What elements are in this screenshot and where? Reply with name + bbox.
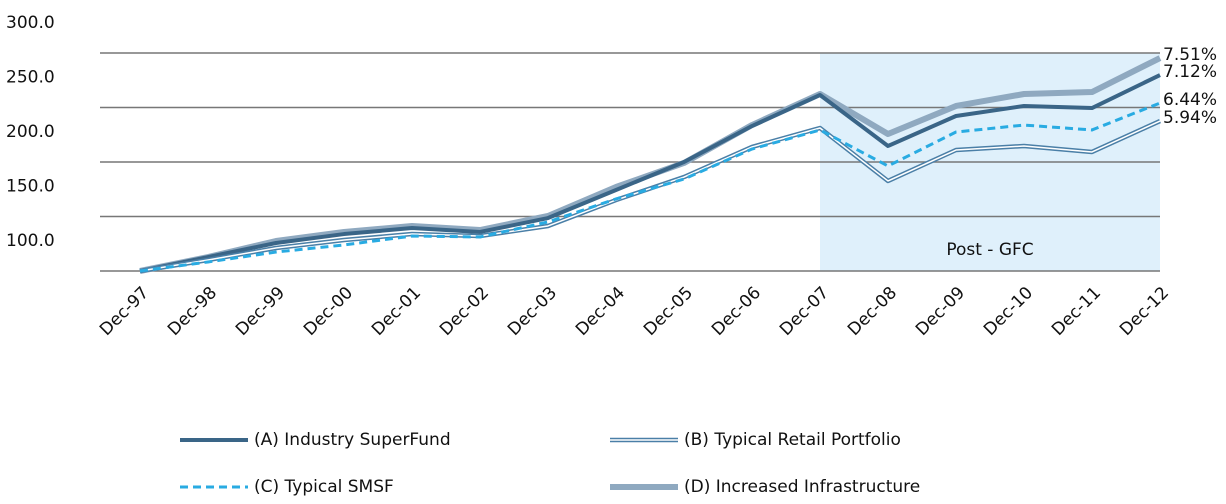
series-line [139,73,1161,273]
legend-label: (C) Typical SMSF [254,477,394,497]
x-tick-label: Dec-10 [980,283,1037,340]
legend-label: (D) Increased Infrastructure [684,477,920,497]
y-tick-label: 100.0 [6,231,55,251]
x-tick-label: Dec-03 [504,283,561,340]
x-tick-label: Dec-06 [708,283,765,340]
y-tick-label: 250.0 [6,68,55,88]
legend-label: (B) Typical Retail Portfolio [684,430,901,450]
y-tick-label: 150.0 [6,177,55,197]
end-label: 6.44% [1163,90,1217,110]
x-tick-label: Dec-99 [232,283,289,340]
x-tick-label: Dec-98 [164,283,221,340]
x-tick-label: Dec-97 [96,283,153,340]
y-tick-label: 300.0 [6,13,55,33]
series-line [139,101,1161,273]
x-tick-label: Dec-08 [844,283,901,340]
x-tick-label: Dec-11 [1048,283,1105,340]
end-label: 5.94% [1163,108,1217,128]
end-label: 7.51% [1163,45,1217,65]
legend-label: (A) Industry SuperFund [254,430,451,450]
x-tick-label: Dec-09 [912,283,969,340]
legend-item: (D) Increased Infrastructure [610,477,920,497]
x-tick-label: Dec-12 [1116,283,1173,340]
end-label: 7.12% [1163,62,1217,82]
x-tick-label: Dec-05 [640,283,697,340]
x-tick-label: Dec-00 [300,283,357,340]
x-tick-label: Dec-07 [776,283,833,340]
x-tick-label: Dec-04 [572,283,629,340]
x-tick-label: Dec-01 [368,283,425,340]
annotation: Post - GFC [946,240,1033,260]
series-line-inner [139,120,1161,272]
legend-item: (A) Industry SuperFund [180,430,451,450]
x-tick-label: Dec-02 [436,283,493,340]
y-tick-label: 200.0 [6,122,55,142]
legend-item: (C) Typical SMSF [180,477,394,497]
legend-item: (B) Typical Retail Portfolio [610,430,901,450]
